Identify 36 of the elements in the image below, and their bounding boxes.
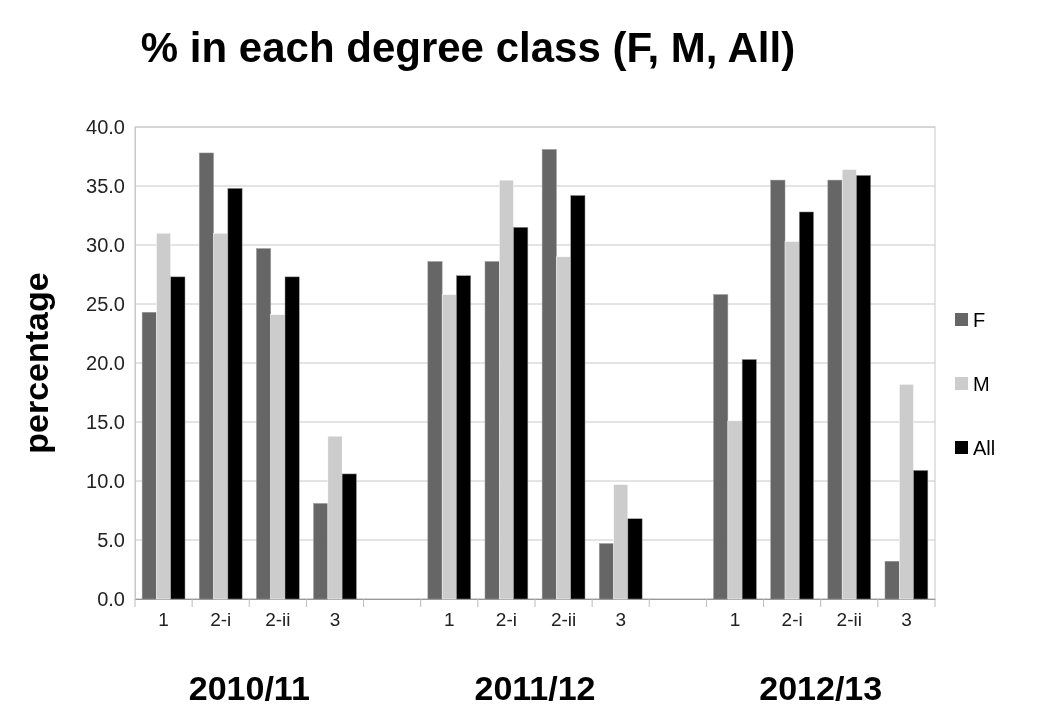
- bar: [556, 256, 571, 600]
- bar: [441, 294, 457, 600]
- x-tick-label: 2-i: [781, 609, 803, 631]
- x-tick-label: 3: [329, 609, 341, 631]
- bar: [213, 232, 229, 600]
- bar: [841, 169, 857, 600]
- legend-label: M: [973, 373, 990, 395]
- x-tick-label: 2-i: [495, 609, 517, 631]
- y-axis-title: percentage: [17, 272, 55, 454]
- chart-title: % in each degree class (F, M, All): [140, 24, 796, 71]
- text: 2011/12: [474, 669, 596, 707]
- y-tick-label: 20.0: [86, 351, 125, 374]
- text: 2010/11: [188, 669, 310, 707]
- legend-label: F: [973, 309, 986, 331]
- y-tick-label: 40.0: [86, 115, 125, 138]
- x-tick-label: 1: [158, 609, 169, 631]
- x-tick-label: 3: [615, 609, 626, 631]
- y-tick-label: 10.0: [86, 469, 125, 492]
- x-tick-label: 2-ii: [836, 609, 862, 631]
- x-tick-label: 2-ii: [265, 609, 291, 631]
- x-tick-label: 1: [444, 609, 455, 631]
- y-tick-label: 0.0: [97, 587, 125, 610]
- x-tick-label: 1: [729, 609, 741, 631]
- y-tick-label: 5.0: [97, 528, 125, 551]
- bar: [784, 241, 800, 600]
- legend-label: All: [973, 437, 996, 459]
- x-tick-label: 2-i: [210, 609, 232, 631]
- y-tick-label: 30.0: [86, 233, 125, 256]
- bar: [270, 314, 286, 600]
- y-tick-label: 25.0: [86, 292, 125, 315]
- x-tick-label: 3: [901, 609, 912, 631]
- bar: [727, 420, 743, 600]
- y-tick-label: 35.0: [86, 174, 125, 197]
- x-tick-label: 2-ii: [550, 609, 577, 631]
- text: 2012/13: [759, 669, 883, 707]
- y-tick-label: 15.0: [86, 410, 125, 433]
